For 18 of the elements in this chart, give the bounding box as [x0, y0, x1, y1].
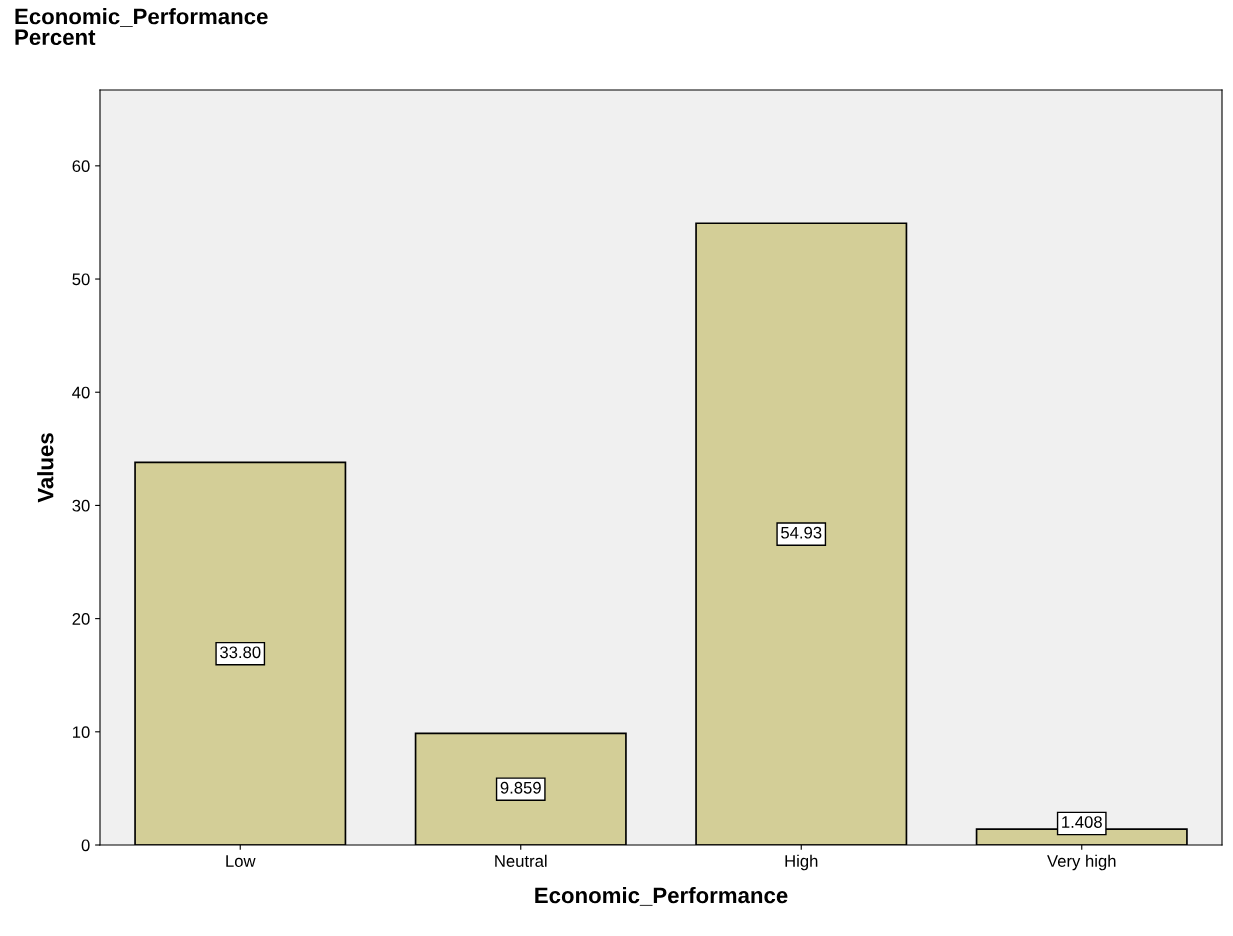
data-label: 1.408 [1062, 816, 1102, 828]
data-label: 54.93 [781, 526, 822, 539]
data-label: 33.80 [220, 646, 261, 659]
x-tick-label: High [785, 854, 818, 871]
data-label: 9.859 [500, 781, 541, 794]
x-axis-title: Economic_Performance [535, 886, 788, 906]
y-tick-label: 60 [72, 160, 90, 173]
x-tick-label: Low [226, 855, 256, 867]
y-tick-label: 0 [81, 839, 90, 852]
y-axis-title: Values [37, 433, 54, 503]
y-tick-label: 30 [72, 499, 90, 512]
chart-title: Economic_Performance Percent [15, 8, 268, 46]
y-tick-label: 20 [72, 613, 90, 625]
x-tick-label: Very high [1047, 854, 1116, 871]
y-tick-label: 10 [73, 726, 90, 739]
y-tick-label: 40 [72, 386, 90, 399]
y-tick-label: 50 [72, 273, 90, 286]
x-tick-label: Neutral [495, 854, 547, 867]
